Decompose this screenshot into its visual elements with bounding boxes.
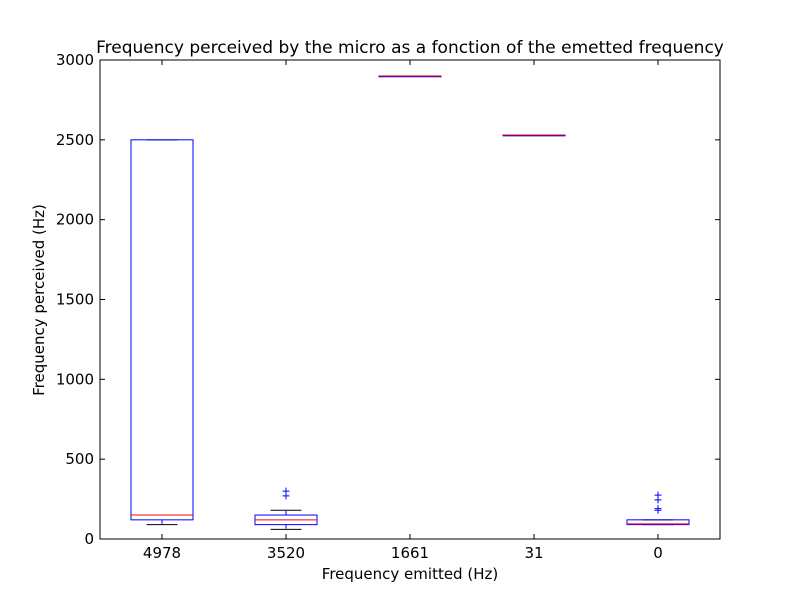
y-tick-label: 2000 <box>56 211 94 229</box>
flier-point <box>654 505 662 513</box>
x-axis-label: Frequency emitted (Hz) <box>322 565 498 583</box>
y-tick-label: 1500 <box>56 291 94 309</box>
chart-title: Frequency perceived by the micro as a fo… <box>96 38 724 58</box>
y-tick-label: 0 <box>84 530 94 548</box>
x-tick-label: 4978 <box>143 544 181 562</box>
box-0 <box>626 519 690 526</box>
flier-point <box>282 487 290 495</box>
axes-frame <box>99 59 721 540</box>
x-tick-label: 1661 <box>391 544 429 562</box>
x-tick-label: 0 <box>653 544 663 562</box>
plot-area: 0 500 1000 1500 2000 2500 3000 4978 3520 1661 31 0 <box>56 51 720 562</box>
x-tick-label: 31 <box>524 544 543 562</box>
y-axis-label: Frequency perceived (Hz) <box>30 204 48 396</box>
box-4978 <box>130 139 194 521</box>
y-tick-label: 500 <box>65 450 94 468</box>
flier-point <box>654 491 662 499</box>
y-tick-label: 3000 <box>56 51 94 69</box>
x-tick-label: 3520 <box>267 544 305 562</box>
y-tick-label: 1000 <box>56 370 94 388</box>
y-tick-label: 2500 <box>56 131 94 149</box>
